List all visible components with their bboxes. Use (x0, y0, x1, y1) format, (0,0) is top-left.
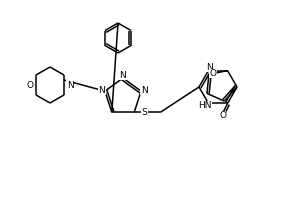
Text: N: N (67, 80, 73, 90)
Text: O: O (209, 69, 216, 78)
Text: S: S (141, 108, 147, 117)
Text: HN: HN (198, 101, 211, 110)
Text: N: N (120, 71, 126, 79)
Text: N: N (99, 86, 105, 95)
Text: O: O (26, 80, 34, 90)
Text: N: N (141, 86, 147, 95)
Text: O: O (219, 111, 226, 120)
Text: N: N (206, 63, 213, 72)
